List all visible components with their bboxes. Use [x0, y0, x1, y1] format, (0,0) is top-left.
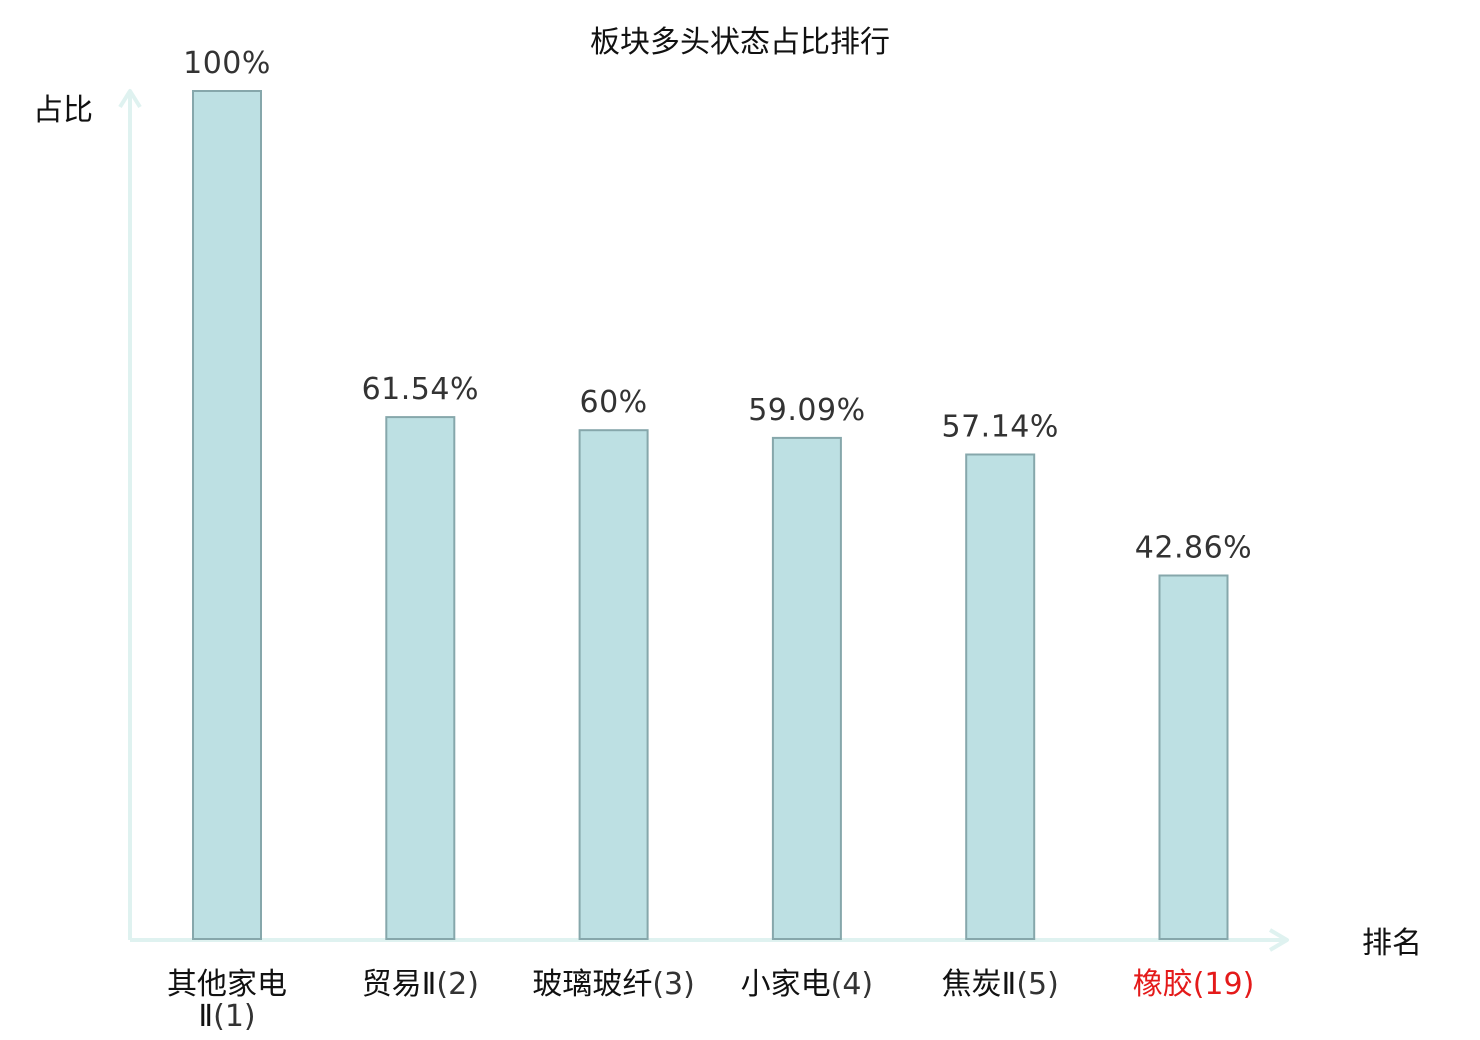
category-name: 橡胶 — [1133, 967, 1193, 1002]
bar-value-label: 59.09% — [748, 393, 865, 428]
category-name-continued: Ⅱ — [198, 999, 213, 1034]
bar-value-label: 60% — [580, 385, 648, 420]
x-axis-arrow — [1268, 928, 1289, 952]
category-name: 玻璃玻纤 — [532, 967, 652, 1002]
bars-group — [192, 90, 1229, 941]
category-label: 橡胶(19) — [1133, 967, 1255, 1002]
y-axis-arrow — [118, 89, 142, 109]
bar — [771, 436, 842, 940]
bar — [192, 90, 262, 940]
bar-value-label: 57.14% — [942, 410, 1059, 445]
bar-value-label: 42.86% — [1135, 531, 1252, 566]
axes — [118, 89, 1289, 952]
category-rank: (4) — [831, 967, 874, 1002]
bar-value-label: 61.54% — [362, 372, 479, 407]
category-rank: (3) — [652, 967, 695, 1002]
bar — [1158, 574, 1229, 940]
category-labels-group: 其他家电 Ⅱ(1) 贸易Ⅱ(2) 玻璃玻纤(3) 小家电(4) 焦炭Ⅱ(5) 橡胶(19) — [167, 967, 1254, 1034]
y-axis-label: 占比 — [33, 93, 93, 128]
category-rank: (19) — [1193, 967, 1255, 1002]
category-label: 小家电(4) — [741, 967, 874, 1002]
category-rank: (1) — [213, 999, 256, 1034]
category-label: 焦炭Ⅱ(5) — [942, 967, 1059, 1002]
chart-title: 板块多头状态占比排行 — [590, 25, 890, 60]
category-name: 其他家电 — [167, 967, 287, 1002]
category-rank: (2) — [436, 967, 479, 1002]
category-label: 其他家电 Ⅱ(1) — [167, 967, 287, 1034]
bar — [578, 429, 649, 940]
category-name: 焦炭Ⅱ — [942, 967, 1017, 1002]
bar-value-label: 100% — [183, 46, 271, 81]
category-label: 贸易Ⅱ(2) — [362, 967, 479, 1002]
category-rank: (5) — [1016, 967, 1058, 1002]
x-axis-label: 排名 — [1362, 926, 1422, 961]
bar — [965, 453, 1036, 940]
category-name: 小家电 — [741, 967, 831, 1002]
bar — [385, 416, 456, 941]
category-name: 贸易Ⅱ — [362, 967, 437, 1002]
value-labels-group: 100% 61.54% 60% 59.09% 57.14% 42.86% — [183, 46, 1252, 566]
category-label: 玻璃玻纤(3) — [532, 967, 695, 1002]
